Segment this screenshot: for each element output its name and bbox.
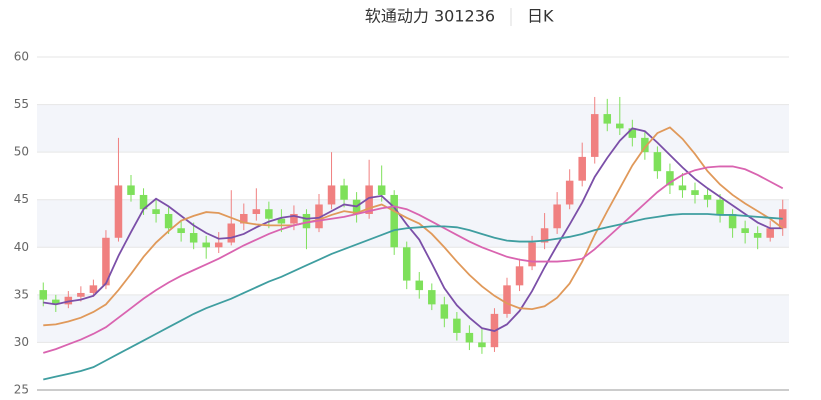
candle-body: [503, 285, 511, 314]
candle-body: [390, 194, 398, 248]
candle-body: [565, 180, 574, 205]
split-area: [37, 199, 789, 248]
y-tick-label: 50: [14, 145, 29, 159]
y-tick-label: 35: [14, 287, 29, 301]
candle-body: [440, 304, 449, 319]
candle-body: [340, 185, 348, 200]
candle-body: [465, 332, 474, 343]
candle-body: [114, 185, 123, 238]
split-area: [37, 294, 789, 343]
candle-body: [265, 209, 273, 219]
moving-average-line: [43, 213, 783, 381]
y-tick-label: 55: [14, 97, 29, 111]
candle-body: [741, 228, 749, 234]
candle-body: [641, 137, 649, 153]
candle-body: [753, 233, 762, 238]
candle-body: [678, 185, 687, 191]
split-area: [37, 104, 789, 153]
candle-body: [227, 223, 236, 243]
candle-body: [152, 209, 160, 214]
candle-body: [603, 114, 612, 124]
candle-body: [528, 242, 536, 267]
candle-body: [202, 242, 210, 248]
candle-body: [52, 299, 60, 305]
candle-body: [616, 123, 624, 129]
candle-body: [590, 114, 599, 157]
candle-body: [214, 242, 223, 248]
candle-body: [728, 213, 737, 229]
candle-body: [39, 290, 48, 300]
candle-body: [478, 342, 486, 348]
candle-body: [716, 199, 724, 214]
candle-body: [540, 228, 549, 243]
candle-body: [89, 285, 98, 293]
candle-body: [102, 237, 110, 286]
candle-body: [290, 213, 298, 224]
y-tick-label: 45: [14, 192, 29, 206]
y-tick-label: 25: [14, 383, 29, 397]
chart-subtitle: 日K: [527, 7, 554, 26]
candle-body: [177, 228, 185, 234]
candle-body: [315, 204, 323, 229]
moving-average-line: [43, 127, 783, 332]
moving-average-line: [43, 165, 784, 354]
candle-body: [327, 185, 336, 205]
y-tick-label: 30: [14, 335, 29, 349]
candle-body: [277, 218, 286, 224]
candle-body: [164, 213, 173, 229]
chart-title: 软通动力 301236: [365, 7, 495, 26]
candle-body: [653, 152, 662, 172]
candle-body: [515, 266, 524, 286]
candle-body: [302, 213, 311, 229]
candle-body: [628, 128, 637, 138]
candle-body: [402, 247, 411, 281]
candle-body: [127, 185, 135, 195]
moving-average-line: [43, 126, 784, 327]
y-tick-label: 60: [14, 50, 29, 64]
candle-body: [766, 228, 774, 238]
candle-body: [365, 185, 373, 214]
candle-body: [415, 280, 424, 291]
candle-body: [428, 290, 436, 305]
candle-body: [377, 185, 386, 195]
candle-body: [189, 233, 198, 243]
candle-body: [453, 318, 461, 333]
candle-body: [64, 296, 73, 305]
y-tick-label: 40: [14, 240, 29, 254]
candle-body: [553, 204, 561, 229]
candle-body: [252, 209, 261, 214]
candle-body: [666, 171, 674, 186]
candle-body: [703, 194, 712, 200]
candle-body: [578, 156, 586, 181]
candle-body: [240, 213, 248, 224]
candle-body: [691, 190, 699, 195]
candle-body: [139, 194, 148, 210]
candle-body: [77, 292, 85, 297]
